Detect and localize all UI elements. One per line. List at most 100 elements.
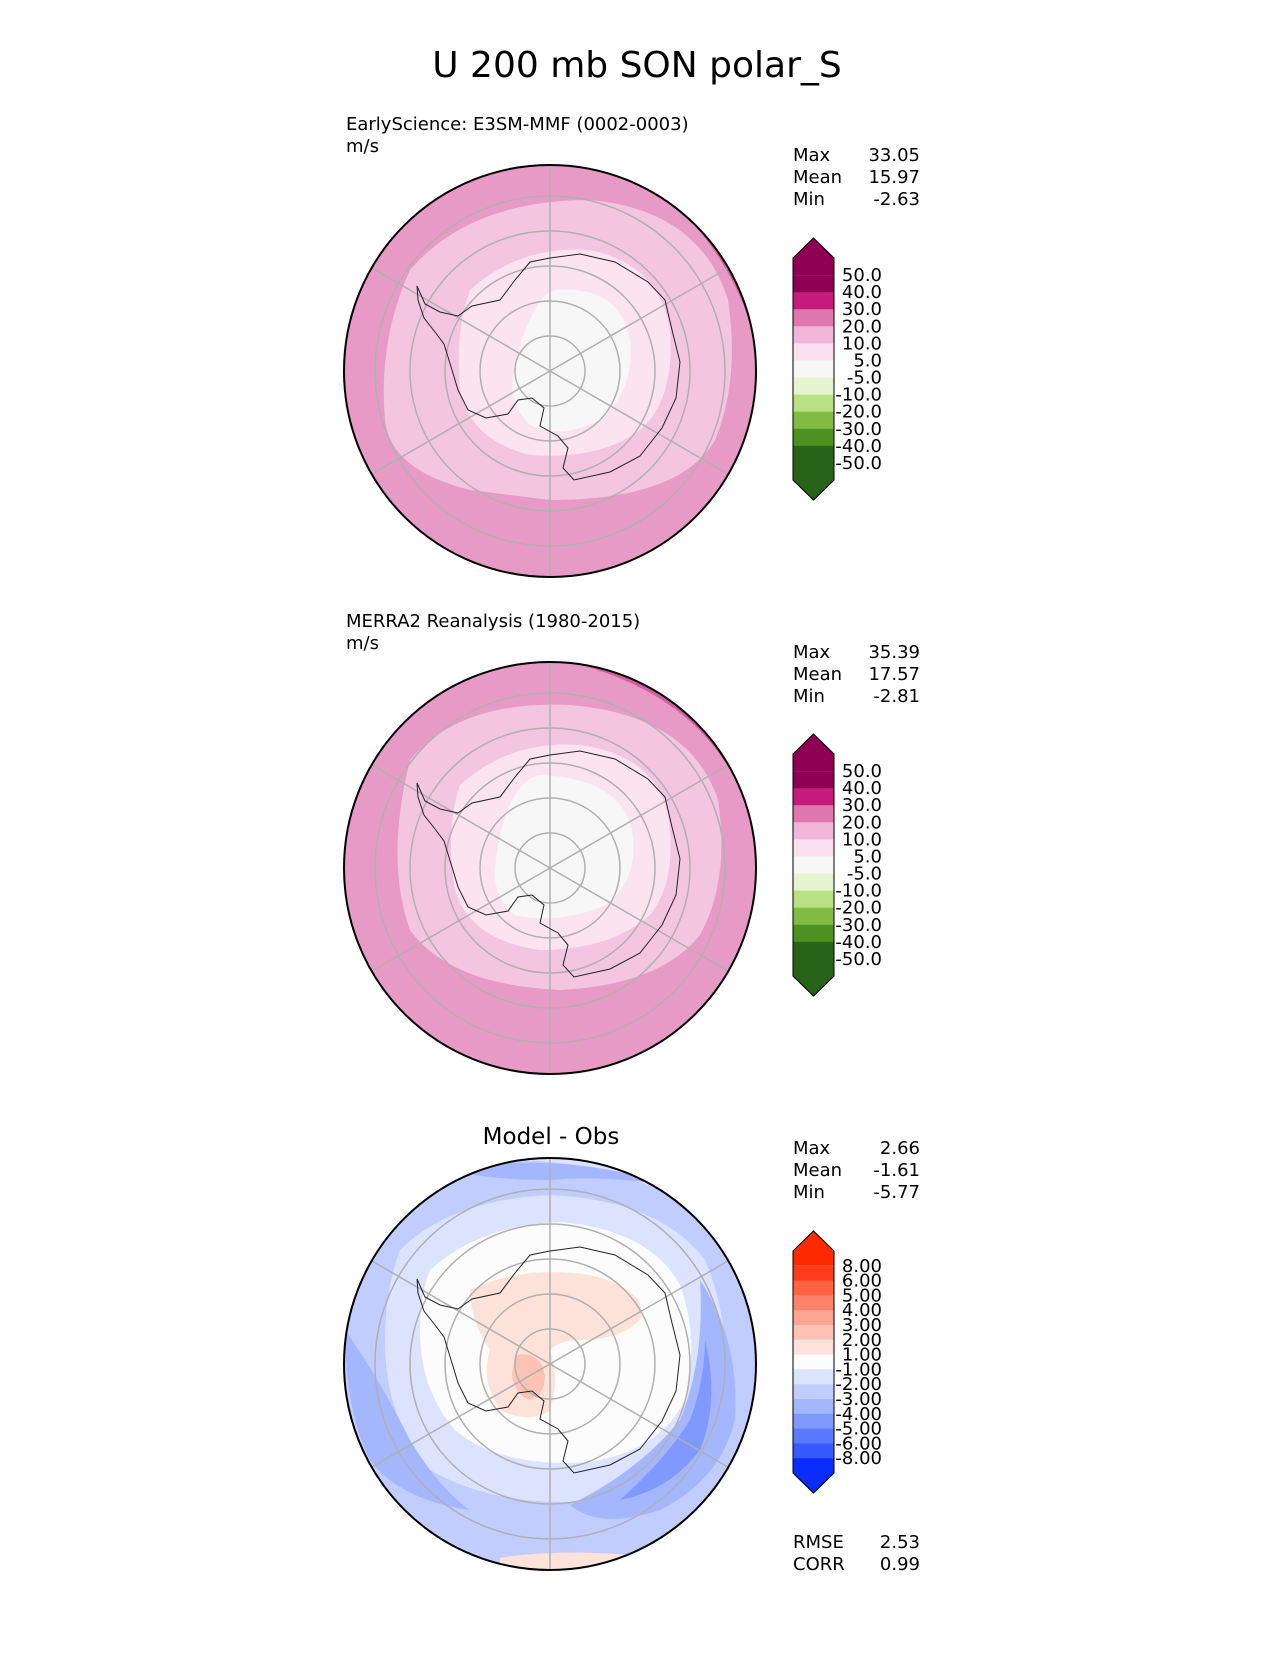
panel-reference-stats: Max 35.39 Mean 17.57 Min -2.81: [793, 642, 920, 707]
colorbar-segment: [793, 907, 834, 926]
graticule: [371, 165, 729, 577]
colorbar-tick-label: 30.0: [842, 795, 882, 816]
stat-name: Max: [793, 1138, 831, 1159]
metric-value: 2.53: [880, 1532, 920, 1553]
colorbar-tick-label: -40.0: [835, 436, 882, 457]
colorbar-tick-label: -5.0: [847, 368, 882, 389]
colorbar-tick-label: -6.00: [835, 1433, 882, 1454]
panel-difference-title: Model - Obs: [483, 1124, 620, 1150]
contour-fill-near-zero: [494, 775, 634, 919]
panel-difference-map-boundary: [343, 1157, 757, 1571]
colorbar-tick-label: 40.0: [842, 778, 882, 799]
colorbar-tick-label: 3.00: [842, 1315, 882, 1336]
colorbar-extend-top: [793, 1231, 834, 1266]
colorbar-tick-label: -5.0: [847, 864, 882, 885]
panel-test-map-boundary: [343, 164, 757, 578]
colorbar-segment: [793, 839, 834, 857]
stat-name: Mean: [793, 664, 842, 685]
colorbar-segment: [793, 1295, 834, 1311]
colorbar-tick-label: 1.00: [842, 1345, 882, 1366]
colorbar-tick-label: -4.00: [835, 1404, 882, 1425]
colorbar-tick-label: 20.0: [842, 316, 882, 337]
stat-value: 17.57: [868, 664, 920, 685]
colorbar-tick-label: -5.00: [835, 1419, 882, 1440]
panel-test-stats: Max 33.05 Mean 15.97 Min -2.63: [793, 145, 920, 210]
colorbar-segment: [793, 805, 834, 823]
metric-name: CORR: [793, 1554, 845, 1575]
panel-difference-map: [344, 1158, 756, 1570]
colorbar-tick-label: -8.00: [835, 1448, 882, 1469]
stat-value: -2.81: [873, 686, 920, 707]
colorbar-segment: [793, 856, 834, 875]
panel-reference-units: m/s: [346, 633, 379, 654]
colorbar-segment: [793, 1280, 834, 1296]
colorbar-segment: [793, 1339, 834, 1356]
contour-fill-minus4-minus5-east: [620, 1340, 712, 1500]
colorbar-segment: [793, 275, 834, 293]
colorbar-tick-label: 2.00: [842, 1330, 882, 1351]
contour-fill-minus3-minus4-east: [570, 1280, 736, 1519]
colorbar-segment: [793, 924, 834, 943]
colorbar-tick-label: -50.0: [835, 949, 882, 970]
colorbar-segment: [793, 428, 834, 447]
graticule: [371, 1158, 729, 1570]
colorbar-tick-label: 6.00: [842, 1271, 882, 1292]
colorbar-tick-label: -30.0: [835, 419, 882, 440]
stat-value: 33.05: [868, 145, 920, 166]
colorbar-segment: [793, 343, 834, 361]
graticule: [371, 662, 729, 1074]
panel-difference-colorbar: 8.006.005.004.003.002.001.00-1.00-2.00-3…: [792, 1230, 882, 1494]
colorbar-extend-bottom: [793, 462, 834, 500]
panel-test-units: m/s: [346, 136, 379, 157]
stat-name: Mean: [793, 1160, 842, 1181]
colorbar-segment: [793, 1399, 834, 1415]
colorbar-tick-label: -1.00: [835, 1359, 882, 1380]
colorbar-outline: [792, 1230, 835, 1494]
colorbar-tick-label: -40.0: [835, 932, 882, 953]
colorbar-tick-label: 30.0: [842, 299, 882, 320]
colorbar-tick-label: -20.0: [835, 898, 882, 919]
panel-difference-stats: Max 2.66 Mean -1.61 Min -5.77: [793, 1138, 920, 1203]
colorbar-tick-label: 10.0: [842, 333, 882, 354]
metric-value: 0.99: [880, 1554, 920, 1575]
panel-test-map: [344, 165, 756, 577]
colorbar-segment: [793, 822, 834, 840]
colorbar-tick-label: 4.00: [842, 1300, 882, 1321]
colorbar-tick-label: 40.0: [842, 282, 882, 303]
colorbar-outline: [792, 237, 835, 501]
colorbar-segment: [793, 1265, 834, 1282]
colorbar-segment: [793, 1354, 834, 1370]
colorbar-tick-label: -30.0: [835, 915, 882, 936]
stat-value: 35.39: [868, 642, 920, 663]
panel-test: EarlyScience: E3SM-MMF (0002-0003) m/s M…: [343, 114, 920, 578]
colorbar-segment: [793, 309, 834, 327]
colorbar-segment: [793, 292, 834, 310]
colorbar-tick-label: 50.0: [842, 761, 882, 782]
colorbar-segment: [793, 360, 834, 379]
stat-name: Max: [793, 145, 831, 166]
colorbar-tick-label: 5.0: [853, 350, 882, 371]
colorbar-tick-label: 50.0: [842, 265, 882, 286]
stat-value: -2.63: [873, 189, 920, 210]
colorbar-extend-top: [793, 238, 834, 276]
colorbar-outline: [792, 733, 835, 997]
colorbar-tick-label: 8.00: [842, 1256, 882, 1277]
antarctica-coastline: [416, 1246, 681, 1474]
antarctica-coastline: [416, 253, 681, 481]
colorbar-tick-label: -2.00: [835, 1374, 882, 1395]
colorbar-segment: [793, 394, 834, 413]
stat-value: -5.77: [873, 1182, 920, 1203]
colorbar-segment: [793, 890, 834, 909]
colorbar-segment: [793, 1428, 834, 1444]
colorbar-extend-bottom: [793, 958, 834, 996]
stat-name: Min: [793, 686, 825, 707]
panel-test-colorbar: 50.040.030.020.010.05.0-5.0-10.0-20.0-30…: [792, 237, 882, 501]
colorbar-segment: [793, 771, 834, 789]
stat-name: Min: [793, 189, 825, 210]
colorbar-extend-top: [793, 734, 834, 772]
panel-reference-label: MERRA2 Reanalysis (1980-2015): [346, 611, 640, 632]
chart-title: U 200 mb SON polar_S: [432, 45, 841, 86]
colorbar-segment: [793, 411, 834, 430]
stat-name: Min: [793, 1182, 825, 1203]
